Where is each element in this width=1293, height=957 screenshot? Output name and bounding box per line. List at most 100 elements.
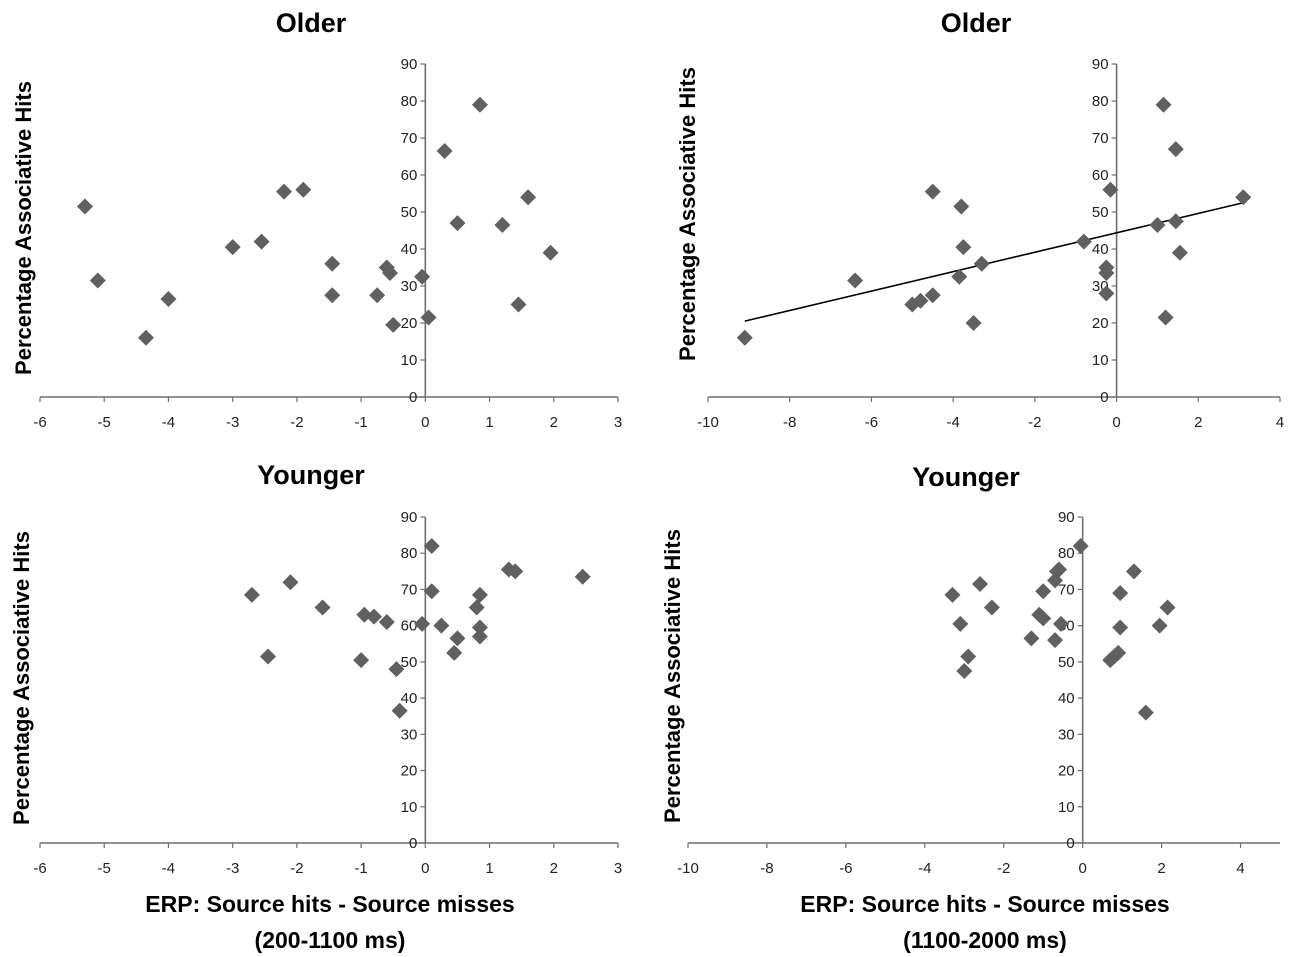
x-tick-label: -2 (290, 860, 303, 877)
chart-title: Younger (912, 462, 1020, 492)
y-tick-label: 30 (1058, 726, 1075, 743)
data-point (847, 272, 864, 289)
chart-title: Older (941, 8, 1012, 38)
x-tick-label: -2 (997, 860, 1010, 877)
data-point (1125, 563, 1142, 580)
data-point (314, 599, 331, 616)
data-point (1102, 181, 1119, 198)
data-point (224, 239, 241, 256)
y-tick-label: 40 (1058, 690, 1075, 707)
data-point (353, 652, 370, 669)
y-tick-label: 70 (1092, 130, 1109, 147)
data-point (510, 296, 527, 313)
x-tick-label: 3 (614, 860, 622, 877)
data-point (253, 233, 270, 250)
data-point (1155, 96, 1172, 113)
data-point (1112, 619, 1129, 636)
panel-younger-late: Younger Percentage Associative Hits -10 -… (660, 462, 1280, 877)
y-tick-label: 60 (1092, 167, 1109, 184)
x-tick-label: -6 (865, 414, 878, 431)
x-tick-label: -2 (1028, 414, 1041, 431)
x-axis-caption-right-line1: ERP: Source hits - Source misses (800, 891, 1169, 917)
data-point (89, 272, 106, 289)
y-tick-label: 80 (1092, 93, 1109, 110)
y-tick-label: 0 (1100, 389, 1108, 406)
y-tick-label: 80 (1058, 545, 1075, 562)
x-tick-label: 2 (1194, 414, 1202, 431)
y-tick-label: 0 (409, 835, 417, 852)
data-point (1072, 537, 1089, 554)
data-point (378, 614, 395, 631)
y-tick-label: 90 (1092, 56, 1109, 73)
y-tick-label: 80 (401, 545, 418, 562)
data-point (282, 574, 299, 591)
x-axis-caption-right-line2: (1100-2000 ms) (903, 927, 1067, 953)
x-tick-label: 0 (421, 860, 429, 877)
y-tick-label: 70 (401, 581, 418, 598)
x-axis-caption-left-line2: (200-1100 ms) (255, 927, 406, 953)
y-tick-label: 20 (1058, 763, 1075, 780)
data-point (973, 255, 990, 272)
data-point (944, 586, 961, 603)
data-point (468, 599, 485, 616)
x-tick-label: -1 (354, 414, 367, 431)
x-tick-label: 0 (1078, 860, 1086, 877)
x-axis-caption-left-line1: ERP: Source hits - Source misses (145, 891, 514, 917)
data-point (420, 309, 437, 326)
y-tick-label: 60 (401, 618, 418, 635)
data-point (952, 615, 969, 632)
y-tick-label: 90 (401, 509, 418, 526)
x-tick-label: 4 (1236, 860, 1244, 877)
data-point (912, 292, 929, 309)
data-point (951, 268, 968, 285)
x-tick-label: 2 (1157, 860, 1165, 877)
y-tick-label: 10 (1092, 352, 1109, 369)
y-tick-label: 70 (1058, 581, 1075, 598)
data-point (1157, 309, 1174, 326)
x-tick-label: -10 (697, 414, 719, 431)
data-point (574, 568, 591, 585)
data-point (423, 537, 440, 554)
y-tick-label: 40 (1092, 241, 1109, 258)
data-point (324, 255, 341, 272)
data-point (1151, 617, 1168, 634)
data-point (960, 648, 977, 665)
x-tick-label: -3 (226, 860, 239, 877)
data-point (1023, 630, 1040, 647)
data-point (259, 648, 276, 665)
y-tick-label: 50 (401, 654, 418, 671)
y-axis-label: Percentage Associative Hits (9, 531, 34, 825)
x-tick-label: -5 (98, 414, 111, 431)
x-tick-label: -2 (290, 414, 303, 431)
y-axis-label: Percentage Associative Hits (660, 529, 685, 823)
data-point (295, 181, 312, 198)
data-point (324, 287, 341, 304)
data-point (471, 586, 488, 603)
data-point (365, 608, 382, 625)
y-tick-label: 90 (401, 56, 418, 73)
data-point (471, 96, 488, 113)
data-point (1098, 285, 1115, 302)
y-axis-label: Percentage Associative Hits (675, 67, 700, 361)
x-tick-label: -4 (162, 860, 175, 877)
data-point (1137, 704, 1154, 721)
panel-older-late: Older Percentage Associative Hits -10 -8 -… (675, 8, 1284, 431)
chart-title: Older (276, 8, 347, 38)
data-point (1167, 141, 1184, 158)
y-tick-label: 50 (1092, 204, 1109, 221)
data-point (423, 583, 440, 600)
y-tick-label: 60 (401, 167, 418, 184)
data-point (391, 702, 408, 719)
y-tick-label: 70 (401, 130, 418, 147)
data-point (243, 586, 260, 603)
y-tick-label: 30 (401, 726, 418, 743)
x-tick-label: -4 (946, 414, 959, 431)
data-point (388, 661, 405, 678)
x-tick-label: 0 (421, 414, 429, 431)
panel-younger-early: Younger Percentage Associative Hits -6 -5… (9, 460, 622, 877)
data-point (382, 265, 399, 282)
data-point (449, 630, 466, 647)
x-tick-label: -1 (354, 860, 367, 877)
data-point (965, 315, 982, 331)
